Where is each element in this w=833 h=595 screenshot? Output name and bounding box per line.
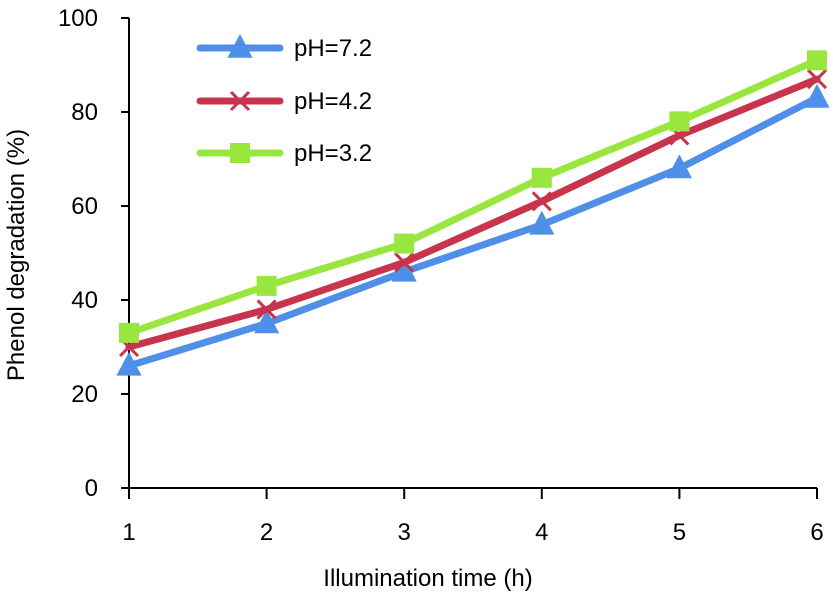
data-point-x-stroke [229,90,251,112]
y-tick-label: 20 [71,381,98,408]
x-tick-label: 3 [398,519,411,546]
legend-label: pH=4.2 [294,88,372,115]
data-point-triangle [529,210,555,235]
series-line-ph-4-2 [125,75,821,351]
data-point-x [229,90,251,112]
data-point-square [230,143,250,163]
data-point-x [531,191,552,212]
legend-label: pH=3.2 [294,140,372,167]
data-point-square [256,275,277,296]
x-tick-label: 2 [260,519,273,546]
x-tick-label: 6 [810,519,823,546]
data-point-triangle [666,154,692,179]
legend-item: pH=7.2 [196,34,372,62]
x-tick-label: 1 [122,519,135,546]
data-point-triangle [254,309,280,334]
legend-label: pH=7.2 [294,35,372,62]
series-line-ph-3-2 [125,56,821,337]
y-tick-label: 80 [71,99,98,126]
legend-item: pH=3.2 [196,140,372,167]
y-tick-label: 0 [85,475,98,502]
data-point-triangle [227,34,253,58]
y-tick-label: 40 [71,287,98,314]
data-point-square [807,50,827,71]
x-tick-label: 5 [673,519,686,546]
data-point-x-stroke [531,191,552,212]
legend: pH=7.2 pH=4.2 pH=3.2 [196,34,372,167]
legend-item: pH=4.2 [196,88,372,115]
data-point-x [806,69,828,90]
x-axis-title: Illumination time (h) [323,565,532,592]
y-tick-label: 100 [58,5,98,32]
data-point-x [394,252,415,273]
y-tick-label: 60 [71,193,98,220]
data-point-triangle [391,257,417,282]
data-point-square [394,233,415,254]
plot-area: 0 20 40 60 80 100 1 2 3 4 5 6 pH=7.2 pH=4.2 pH=3.2 [58,5,830,546]
x-tick-label: 4 [535,519,548,546]
y-axis-title: Phenol degradation (%) [3,129,30,381]
data-point-square [669,111,690,132]
data-point-x [256,299,277,320]
data-point-x-stroke [806,69,828,90]
data-point-triangle [116,351,142,376]
data-point-x-stroke [394,252,415,273]
data-point-square [119,322,139,343]
data-point-triangle [804,83,830,108]
data-point-square [531,167,552,188]
data-point-x-stroke [256,299,277,320]
series-line-ph-7-2 [125,94,821,370]
